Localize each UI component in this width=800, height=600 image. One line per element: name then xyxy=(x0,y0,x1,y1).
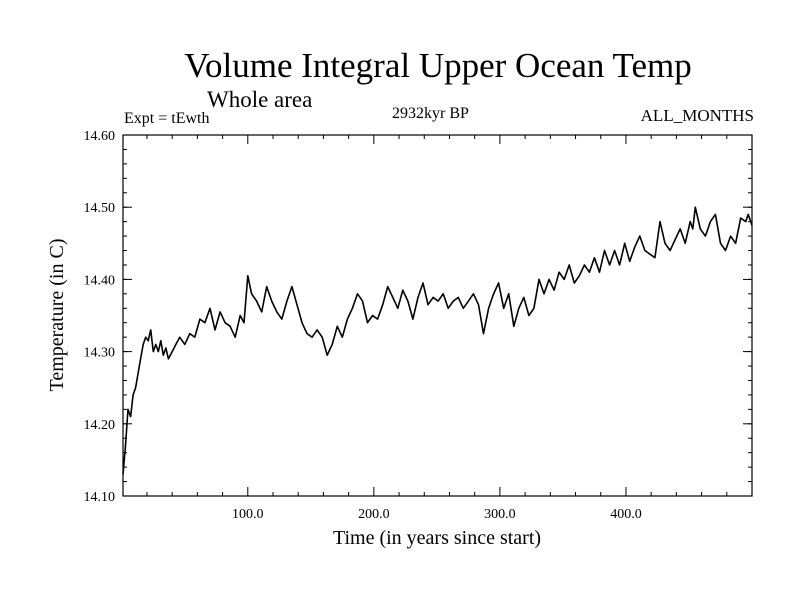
months-label: ALL_MONTHS xyxy=(640,106,754,125)
y-tick-label: 14.20 xyxy=(84,418,116,433)
x-tick-label: 300.0 xyxy=(484,507,516,522)
chart-subtitle: Whole area xyxy=(207,87,313,112)
y-axis-label: Temperature (in C) xyxy=(46,239,68,392)
chart-title: Volume Integral Upper Ocean Temp xyxy=(184,46,692,85)
x-tick-label: 200.0 xyxy=(358,507,390,522)
x-tick-label: 400.0 xyxy=(610,507,642,522)
y-tick-label: 14.30 xyxy=(84,346,116,361)
x-tick-label: 100.0 xyxy=(232,507,264,522)
period-label: 2932kyr BP xyxy=(392,105,469,122)
plot-frame xyxy=(122,134,753,497)
axis-ticks xyxy=(123,134,752,497)
x-axis-label: Time (in years since start) xyxy=(333,527,541,549)
experiment-label: Expt = tEwth xyxy=(124,110,210,127)
y-tick-label: 14.60 xyxy=(84,129,116,144)
y-tick-label: 14.40 xyxy=(84,273,116,288)
y-tick-label: 14.50 xyxy=(84,201,116,216)
temperature-series-line xyxy=(122,206,753,475)
y-tick-label: 14.10 xyxy=(84,490,116,505)
axis-tick-labels: 100.0 200.0 300.0 400.0 14.10 14.20 14.30 14.40… xyxy=(84,129,642,522)
